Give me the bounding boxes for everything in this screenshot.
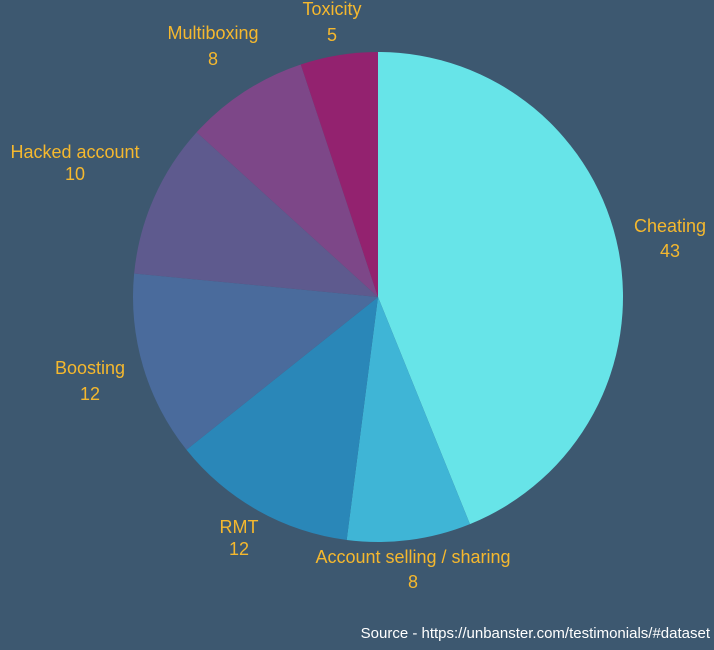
slice-label: Boosting xyxy=(55,358,125,378)
slice-value: 12 xyxy=(80,384,100,404)
slice-value: 5 xyxy=(327,25,337,45)
slice-label: Cheating xyxy=(634,216,706,236)
slice-value: 12 xyxy=(229,539,249,559)
slice-label: RMT xyxy=(220,517,259,537)
pie-slice xyxy=(346,297,470,542)
pie-slice xyxy=(133,273,378,450)
pie-slice xyxy=(186,297,378,540)
slice-label: Account selling / sharing xyxy=(315,547,510,567)
source-note: Source - https://unbanster.com/testimoni… xyxy=(361,625,711,642)
pie-slice xyxy=(378,52,623,525)
slice-value: 8 xyxy=(408,572,418,592)
slice-label: Toxicity xyxy=(302,0,361,19)
slice-value: 10 xyxy=(65,164,85,184)
slice-label: Multiboxing xyxy=(167,23,258,43)
pie-slice xyxy=(300,52,378,297)
pie-slice xyxy=(196,64,378,297)
pie xyxy=(133,52,623,542)
slice-label: Hacked account xyxy=(10,142,139,162)
slice-value: 43 xyxy=(660,241,680,261)
pie-slice xyxy=(134,132,378,297)
slice-value: 8 xyxy=(208,49,218,69)
